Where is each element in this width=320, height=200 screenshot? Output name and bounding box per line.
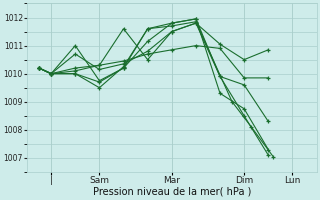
X-axis label: Pression niveau de la mer( hPa ): Pression niveau de la mer( hPa ) xyxy=(92,187,251,197)
